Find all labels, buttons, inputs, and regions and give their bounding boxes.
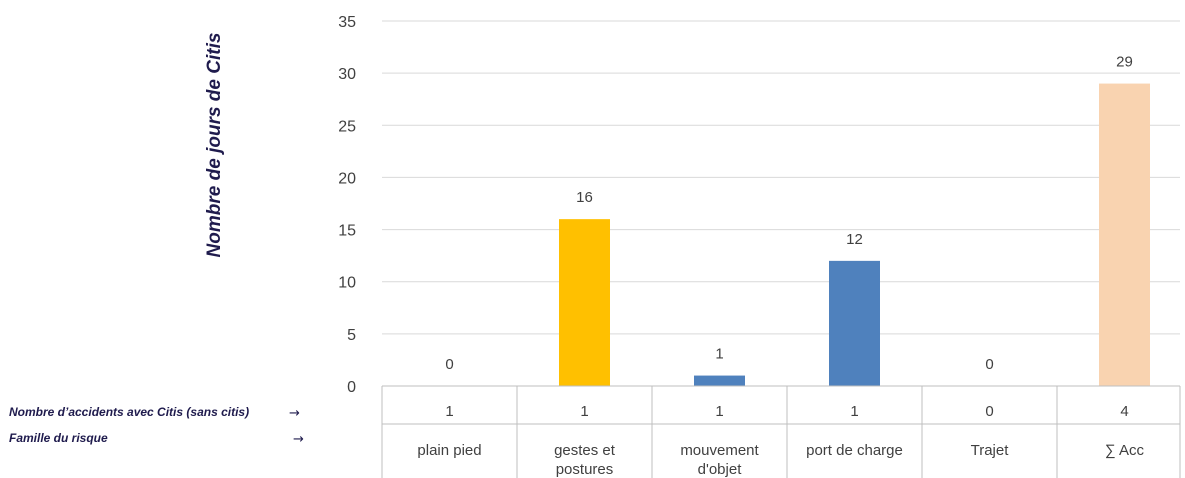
table-cell-count: 0 <box>985 403 993 420</box>
data-labels: 0 16 1 12 0 29 <box>445 54 1133 373</box>
table-cell-count: 1 <box>850 403 858 420</box>
bar <box>829 260 880 386</box>
y-tick-label: 0 <box>347 379 356 396</box>
table-row-label-famille: Famille du risque <box>9 431 108 445</box>
y-axis-title: Nombre de jours de Citis <box>204 33 225 258</box>
table-row-label-accidents: Nombre d’accidents avec Citis (sans citi… <box>9 405 249 419</box>
row-arrow-icon: → <box>293 432 304 447</box>
y-tick-label: 30 <box>338 66 356 83</box>
category-table: 1 1 1 1 0 4 plain pied gestes et postures mouveme… <box>381 385 1181 478</box>
data-label: 0 <box>445 356 453 373</box>
gridlines <box>382 20 1180 387</box>
data-label: 12 <box>846 231 863 248</box>
bar <box>1099 83 1150 387</box>
table-cell-count: 1 <box>715 403 723 420</box>
bars <box>559 83 1150 387</box>
data-label: 1 <box>715 346 723 363</box>
table-cell-category: plain pied <box>417 442 481 459</box>
y-tick-label: 25 <box>338 118 356 135</box>
data-label: 0 <box>985 356 993 373</box>
row-arrow-icon: → <box>289 406 300 421</box>
data-label: 29 <box>1116 54 1133 71</box>
y-tick-label: 5 <box>347 327 356 344</box>
bar <box>694 375 745 386</box>
table-cell-category: gestes et postures <box>554 442 616 478</box>
y-axis-ticks: 0 5 10 15 20 25 30 35 <box>338 14 356 396</box>
data-label: 16 <box>576 189 593 206</box>
table-cell-category: port de charge <box>806 442 903 459</box>
table-cell-count: 1 <box>580 403 588 420</box>
y-tick-label: 20 <box>338 170 356 187</box>
y-tick-label: 10 <box>338 275 356 292</box>
table-cell-category: mouvement d'objet <box>680 442 759 478</box>
y-tick-label: 15 <box>338 223 356 240</box>
bar <box>559 219 610 386</box>
table-cell-category: Trajet <box>971 442 1010 459</box>
table-cell-count: 1 <box>445 403 453 420</box>
table-cell-count: 4 <box>1120 403 1128 420</box>
y-tick-label: 35 <box>338 14 356 31</box>
table-cell-category: ∑ Acc <box>1105 442 1145 459</box>
